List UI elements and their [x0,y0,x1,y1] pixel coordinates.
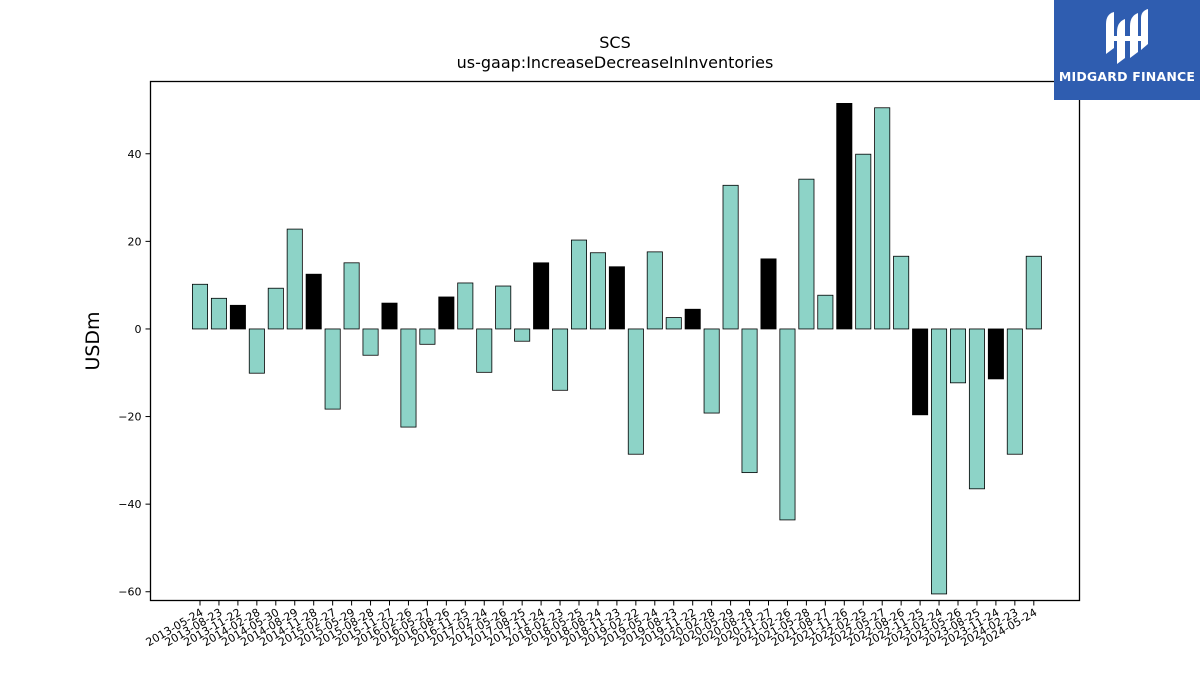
bar-2019-11-22 [684,308,701,330]
bar-2022-08-26 [893,255,910,330]
bar-2014-11-28 [305,273,322,330]
bar-2014-08-29 [286,228,303,330]
bar-2019-08-23 [665,317,682,330]
bar-2022-11-25 [912,328,929,416]
logo-mark-icon [1106,9,1148,64]
bar-2018-08-24 [589,252,606,330]
y-axis-label: USDm [82,311,104,370]
bar-2023-02-24 [931,328,948,595]
bar-2024-02-23 [1006,328,1023,455]
bar-2014-02-28 [248,328,265,374]
bar-2022-05-27 [874,107,891,330]
bar-2018-05-25 [571,239,588,330]
bar-2021-11-26 [836,103,853,330]
bar-2017-11-24 [533,262,550,330]
bar-2020-02-28 [703,328,720,414]
bar-2015-08-28 [362,328,379,356]
bar-2022-02-25 [855,153,872,330]
bar-2014-05-30 [267,287,284,330]
bar-2023-05-26 [950,328,967,384]
y-tick-label: 40 [128,148,142,161]
bar-2024-05-24 [1025,255,1042,330]
y-tick-label: 0 [135,323,142,336]
bar-2023-08-25 [968,328,985,490]
bar-2013-11-22 [229,304,246,330]
bar-2015-11-27 [381,302,398,330]
bar-2016-08-26 [438,296,455,330]
logo-text: MIDGARD FINANCE [1058,69,1196,84]
bar-2017-08-25 [514,328,531,342]
chart-subtitle: us-gaap:IncreaseDecreaseInInventories [457,53,774,72]
bar-2017-02-24 [476,328,493,373]
bar-2020-05-29 [722,184,739,330]
x-axis: 2013-05-242013-08-232013-11-222014-02-28… [144,600,1039,649]
bar-2015-05-29 [343,262,360,330]
brand-logo: MIDGARD FINANCE [1054,0,1200,100]
y-tick-label: 20 [128,235,142,248]
bar-2020-11-27 [760,258,777,330]
bar-2013-08-23 [210,297,227,330]
bar-2018-02-23 [552,328,569,391]
bar-2021-02-26 [779,328,796,521]
y-tick-label: −60 [118,586,141,599]
y-tick-label: −40 [118,498,141,511]
bar-2023-11-24 [987,328,1004,380]
bar-2021-08-27 [817,294,834,330]
bar-2016-11-25 [457,282,474,330]
bar-2017-05-26 [495,285,512,330]
y-tick-label: −20 [118,411,141,424]
bar-2020-08-28 [741,328,758,474]
bar-2016-02-26 [400,328,417,428]
bar-2018-11-23 [608,266,625,330]
bar-2019-05-24 [646,251,663,330]
bar-2015-02-27 [324,328,341,410]
bar-2016-05-27 [419,328,436,345]
bar-2021-05-28 [798,178,815,330]
y-axis: −60 −40 −20 0 20 40 [118,148,151,599]
chart-title: SCS [599,33,630,52]
bar-2013-05-24 [191,283,208,330]
plot-frame [149,80,1081,602]
bars-group [191,103,1042,595]
bar-2019-02-22 [627,328,644,455]
